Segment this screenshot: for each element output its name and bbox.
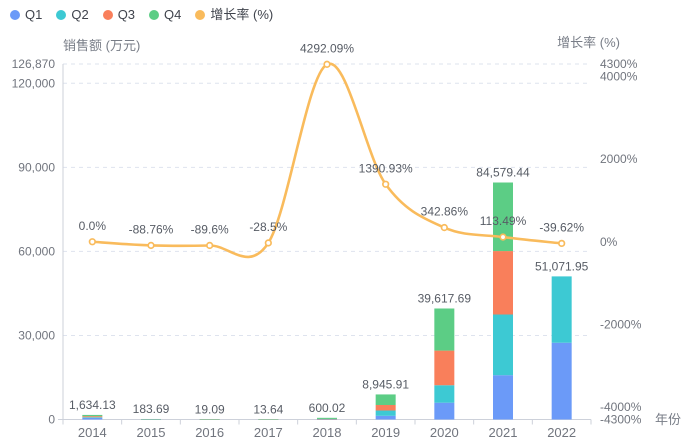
line-point-2014[interactable] [88, 238, 96, 246]
growth-rate-label: 4292.09% [300, 41, 354, 55]
bar-total-label: 19.09 [195, 402, 225, 416]
legend-label: Q4 [164, 7, 182, 22]
legend-swatch-icon [56, 10, 67, 20]
bar-total-label: 183.69 [133, 402, 170, 416]
x-axis-tick-label[interactable]: 2022 [547, 425, 576, 440]
line-point-2017[interactable] [264, 239, 272, 247]
x-axis-tick-label[interactable]: 2019 [371, 425, 400, 440]
bar-q2-2020[interactable] [434, 385, 455, 403]
right-axis-tick-label: -2000% [600, 317, 642, 331]
growth-rate-label: -88.76% [129, 222, 174, 236]
line-point-2019[interactable] [382, 180, 390, 188]
line-point-2022[interactable] [558, 239, 566, 248]
bar-q1-2020[interactable] [434, 402, 455, 420]
left-axis-title: 销售额 (万元) [63, 38, 140, 53]
legend-item-q1[interactable]: Q1 [10, 8, 42, 22]
line-point-2016[interactable] [206, 241, 214, 250]
x-axis-tick-label[interactable]: 2017 [254, 425, 283, 440]
bar-q4-2018[interactable] [317, 417, 337, 419]
legend-label: Q3 [117, 7, 136, 22]
legend-item-q2[interactable]: Q2 [56, 7, 89, 22]
bar-q2-2022[interactable] [551, 276, 572, 343]
x-axis-tick-label[interactable]: 2015 [137, 425, 166, 440]
bar-q3-2019[interactable] [375, 404, 396, 411]
right-axis-tick-label: -4000% [600, 400, 642, 414]
line-point-2020[interactable] [440, 223, 448, 232]
bar-total-label: 600.02 [309, 401, 346, 415]
legend-swatch-icon [149, 10, 160, 20]
bar-total-label: 8,945.91 [362, 377, 409, 391]
left-axis-tick-label: 120,000 [12, 76, 56, 90]
growth-rate-label: 113.49% [480, 214, 527, 228]
legend-label: 增长率 (%) [210, 7, 274, 22]
right-axis-tick-label: -4300% [600, 413, 642, 427]
left-axis-tick-label: 30,000 [18, 328, 55, 342]
bar-total-label: 39,617.69 [418, 291, 472, 305]
x-axis-name: 年份 [655, 412, 681, 427]
right-axis-tick-label: 2000% [600, 152, 638, 166]
bar-q1-2022[interactable] [551, 342, 572, 420]
growth-rate-label: 1390.93% [359, 161, 413, 175]
x-axis-tick-label[interactable]: 2018 [313, 425, 342, 440]
bar-q1-2019[interactable] [375, 415, 396, 420]
legend-swatch-icon [10, 10, 20, 20]
bar-q1-2021[interactable] [493, 375, 513, 420]
bar-total-label: 51,071.95 [535, 259, 589, 273]
legend-swatch-icon [102, 10, 113, 20]
bar-q2-2019[interactable] [375, 410, 396, 416]
legend-item-q3[interactable]: Q3 [102, 7, 136, 22]
line-point-2021[interactable] [499, 233, 507, 241]
bar-q3-2020[interactable] [434, 350, 455, 386]
growth-rate-label: 0.0% [79, 219, 107, 233]
right-axis-tick-label: 4000% [600, 69, 638, 83]
legend: Q1 Q2 Q3 Q4 增长率 (%) [10, 8, 273, 22]
bar-total-label: 84,579.44 [476, 166, 530, 180]
x-axis-tick-label[interactable]: 2016 [195, 425, 224, 440]
growth-rate-label: -28.5% [249, 220, 287, 234]
legend-swatch-icon [195, 10, 206, 20]
right-axis-title: 增长率 (%) [557, 35, 620, 50]
bar-q4-2014[interactable] [82, 414, 103, 417]
line-point-2018[interactable] [323, 60, 331, 68]
x-axis-tick-label[interactable]: 2014 [78, 425, 107, 440]
growth-rate-label: -39.62% [539, 220, 584, 234]
bar-total-label: 13.64 [253, 402, 283, 416]
bar-q4-2019[interactable] [375, 394, 396, 405]
legend-label: Q1 [25, 7, 43, 22]
left-axis-tick-label: 60,000 [18, 244, 55, 258]
bar-q2-2014[interactable] [82, 417, 103, 418]
chart-generated-layer: 030,00060,00090,000120,000126,870-4300%-… [12, 41, 642, 440]
legend-item-q4[interactable]: Q4 [149, 8, 181, 22]
line-point-2015[interactable] [147, 241, 155, 250]
bar-total-label: 1,634.13 [69, 398, 116, 412]
x-axis-tick-label[interactable]: 2021 [489, 425, 518, 440]
bar-q3-2014[interactable] [82, 416, 103, 418]
left-axis-tick-label: 90,000 [18, 160, 55, 174]
legend-label: Q2 [71, 7, 89, 22]
bar-q4-2021[interactable] [493, 182, 513, 252]
x-axis-tick-label[interactable]: 2020 [430, 425, 459, 440]
bar-q1-2014[interactable] [82, 417, 103, 420]
legend-item-[interactable]: 增长率 (%) [195, 8, 273, 22]
right-axis-tick-label: 4300% [600, 57, 638, 71]
bar-q3-2021[interactable] [493, 251, 513, 315]
left-axis-tick-label: 126,870 [12, 57, 56, 71]
growth-rate-label: 342.86% [421, 205, 469, 219]
growth-rate-label: -89.6% [191, 222, 229, 236]
bar-q2-2021[interactable] [493, 314, 513, 376]
bar-q4-2020[interactable] [434, 308, 455, 351]
left-axis-tick-label: 0 [48, 413, 55, 427]
right-axis-tick-label: 0% [600, 235, 618, 249]
